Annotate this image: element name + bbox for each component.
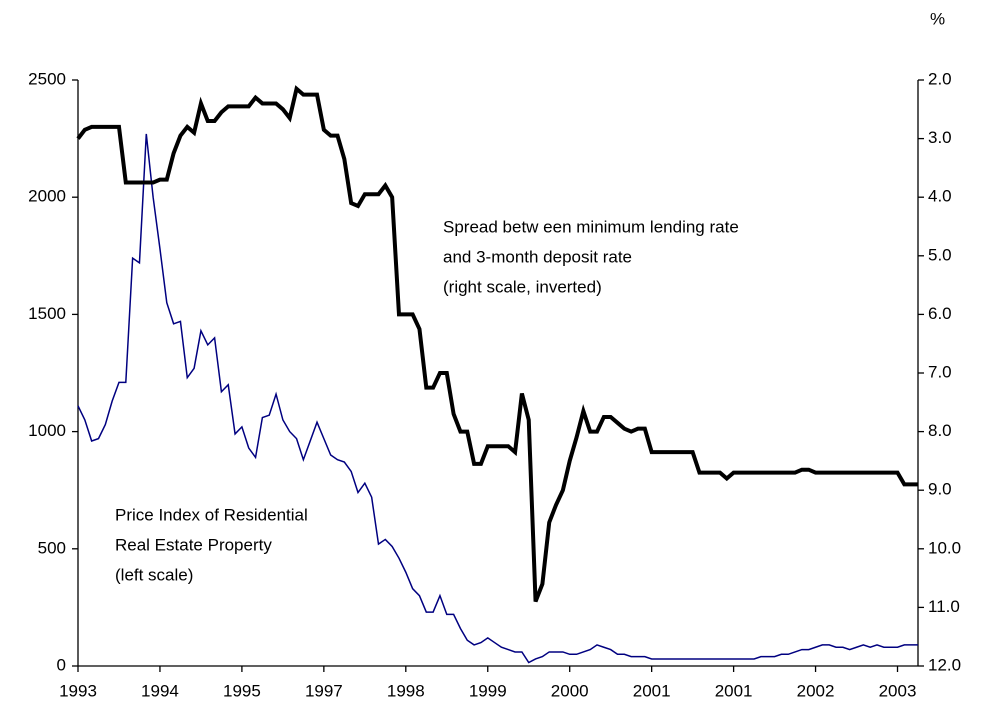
annotation: Price Index of Residential — [115, 505, 308, 524]
y2-tick-label: 9.0 — [928, 480, 952, 499]
x-tick-label: 1994 — [141, 681, 179, 700]
y-tick-label: 2000 — [28, 187, 66, 206]
y2-axis-label: % — [930, 9, 945, 28]
series-line — [76, 85, 918, 603]
y2-tick-label: 4.0 — [928, 187, 952, 206]
y-tick-label: 500 — [38, 538, 66, 557]
y-tick-label: 2500 — [28, 69, 66, 88]
x-tick-label: 2003 — [879, 681, 917, 700]
annotation: Spread betw een minimum lending rate — [443, 217, 739, 236]
y2-tick-label: 8.0 — [928, 421, 952, 440]
y2-tick-label: 10.0 — [928, 538, 961, 557]
series-line — [77, 133, 918, 664]
y-tick-label: 1000 — [28, 421, 66, 440]
y-tick-label: 1500 — [28, 304, 66, 323]
annotation: and 3-month deposit rate — [443, 247, 632, 266]
x-tick-label: 2001 — [633, 681, 671, 700]
x-tick-label: 1993 — [59, 681, 97, 700]
y2-tick-label: 7.0 — [928, 362, 952, 381]
y2-tick-label: 11.0 — [928, 597, 960, 616]
x-tick-label: 2000 — [551, 681, 589, 700]
y-tick-label: 0 — [57, 655, 66, 674]
y2-tick-label: 6.0 — [928, 304, 952, 323]
x-tick-label: 1998 — [387, 681, 425, 700]
annotation: (right scale, inverted) — [443, 277, 602, 296]
x-tick-label: 1999 — [469, 681, 507, 700]
y2-tick-label: 2.0 — [928, 69, 952, 88]
x-tick-label: 2002 — [797, 681, 835, 700]
x-tick-label: 1995 — [223, 681, 261, 700]
y2-tick-label: 12.0 — [928, 655, 961, 674]
x-tick-label: 2001 — [715, 681, 753, 700]
annotation: Real Estate Property — [115, 535, 272, 554]
y2-tick-label: 5.0 — [928, 245, 952, 264]
annotation: (left scale) — [115, 565, 193, 584]
x-tick-label: 1997 — [305, 681, 343, 700]
y2-tick-label: 3.0 — [928, 128, 952, 147]
